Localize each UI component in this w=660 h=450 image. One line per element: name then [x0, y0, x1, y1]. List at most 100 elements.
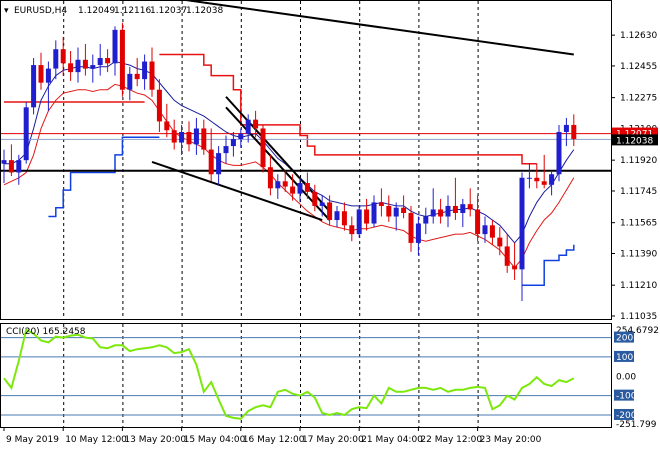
candle-body — [341, 211, 347, 226]
candle-body — [401, 207, 407, 213]
candle-body — [304, 183, 310, 192]
cci-tick-label: 254.6792 — [616, 326, 659, 336]
candle-body — [127, 73, 133, 90]
candle-body — [504, 246, 510, 266]
cci-level-tag-text: 200 — [616, 334, 633, 344]
candle-body — [563, 124, 569, 132]
candle-body — [408, 212, 414, 243]
candle-body — [201, 128, 207, 150]
ohlc-open: 1.12049 — [78, 6, 115, 16]
candle-body — [23, 107, 29, 161]
candle-body — [452, 205, 458, 213]
candle-body — [16, 160, 22, 173]
candle-body — [445, 205, 451, 217]
time-tick-label: 15 May 04:00 — [184, 435, 246, 445]
candle-body — [179, 131, 185, 143]
candle-body — [489, 225, 495, 238]
candle-body — [53, 49, 59, 69]
candle-body — [393, 207, 399, 217]
cci-level-tag-text: 100 — [616, 353, 633, 363]
cci-value-line — [3, 328, 575, 420]
candle-body — [60, 49, 66, 64]
cci-line — [3, 328, 575, 420]
price-tick-label: 1.12455 — [620, 62, 657, 72]
candle-body — [319, 202, 325, 206]
symbol-label: EURUSD,H4 — [14, 6, 67, 16]
current-price-tag — [612, 134, 658, 146]
time-tick-label: 9 May 2019 — [6, 435, 59, 445]
cci-level-tag — [614, 389, 634, 401]
candle-body — [82, 59, 88, 69]
candle-body — [415, 223, 421, 243]
candle-body — [142, 61, 148, 80]
cci-title: CCI(20) 165.2458 — [6, 327, 86, 337]
candle-body — [75, 59, 81, 73]
candle-body — [90, 65, 96, 69]
candle-body — [526, 177, 532, 179]
candle-body — [105, 58, 111, 64]
candle-body — [275, 181, 281, 189]
candle-body — [193, 128, 199, 145]
candle-body — [334, 211, 340, 221]
horizontal-support-line — [1, 133, 611, 172]
candle-body — [349, 225, 355, 235]
time-tick-label: 22 May 12:00 — [420, 435, 482, 445]
time-tick-label: 10 May 12:00 — [65, 435, 127, 445]
candle-body — [290, 186, 296, 194]
candle-body — [119, 29, 125, 90]
time-tick-label: 17 May 20:00 — [302, 435, 364, 445]
candle-body — [112, 29, 118, 64]
cci-tick-label: 0.00 — [616, 372, 636, 382]
candle-body — [371, 202, 377, 224]
candle-body — [541, 181, 547, 185]
candle-body — [245, 119, 251, 134]
candle-body — [186, 131, 192, 145]
candle-body — [312, 191, 318, 206]
stop-upper-line — [4, 53, 537, 165]
candle-body — [534, 177, 540, 182]
candle-body — [260, 128, 266, 168]
trailing-stop-lines — [4, 53, 575, 286]
cci-panel-frame — [0, 323, 612, 428]
ohlc-low: 1.12037 — [150, 6, 187, 16]
window-arrow-icon[interactable]: ▾ — [4, 6, 9, 16]
secondary-price-tag — [612, 127, 658, 139]
cci-tick-label: -251.799 — [616, 420, 657, 430]
time-tick-label: 16 May 12:00 — [243, 435, 305, 445]
candle-body — [149, 61, 155, 90]
candle-body — [134, 73, 140, 80]
candlesticks — [1, 22, 577, 302]
candle-body — [519, 177, 525, 270]
price-tick-label: 1.11210 — [620, 281, 657, 291]
candle-body — [282, 181, 288, 187]
candle-body — [482, 225, 488, 235]
candle-body — [356, 209, 362, 235]
price-tick-label: 1.12630 — [620, 31, 657, 41]
time-tick-label: 13 May 20:00 — [124, 435, 186, 445]
candle-body — [556, 131, 562, 175]
time-tick-label: 23 May 20:00 — [480, 435, 542, 445]
price-tick-label: 1.11745 — [620, 187, 657, 197]
candle-body — [386, 205, 392, 217]
candle-body — [38, 65, 44, 83]
stop-lower-line — [48, 136, 575, 286]
candle-body — [438, 209, 444, 217]
price-tick-label: 1.11565 — [620, 219, 657, 229]
candle-body — [549, 174, 555, 185]
candle-body — [31, 65, 37, 108]
candle-body — [97, 58, 103, 66]
candle-body — [156, 89, 162, 122]
candle-body — [253, 119, 259, 129]
candle-body — [238, 133, 244, 140]
current-price-tag-text: 1.12038 — [616, 136, 653, 146]
candle-body — [1, 160, 7, 164]
candle-body — [223, 146, 229, 154]
candle-body — [216, 153, 222, 175]
candle-body — [378, 202, 384, 206]
lower-band-line — [3, 83, 575, 269]
price-tick-label: 1.11390 — [620, 249, 657, 259]
price-tick-label: 1.11920 — [620, 156, 657, 166]
candle-body — [423, 216, 429, 224]
